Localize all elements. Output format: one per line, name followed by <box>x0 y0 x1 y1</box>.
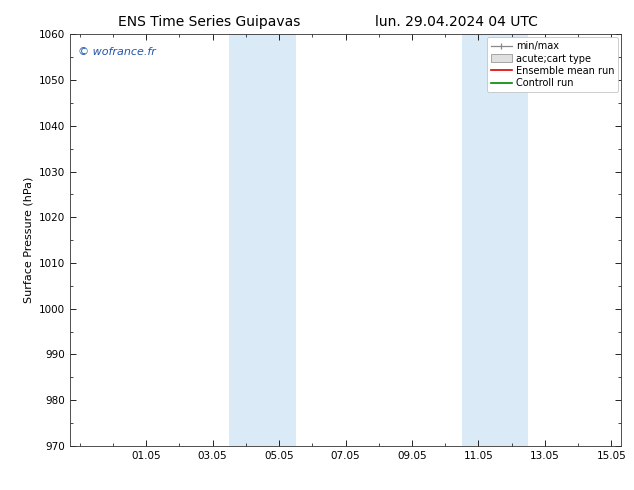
Text: lun. 29.04.2024 04 UTC: lun. 29.04.2024 04 UTC <box>375 15 538 29</box>
Legend: min/max, acute;cart type, Ensemble mean run, Controll run: min/max, acute;cart type, Ensemble mean … <box>487 37 618 92</box>
Bar <box>230 34 295 446</box>
Y-axis label: Surface Pressure (hPa): Surface Pressure (hPa) <box>23 177 33 303</box>
Text: © wofrance.fr: © wofrance.fr <box>78 47 156 57</box>
Bar <box>462 34 528 446</box>
Text: ENS Time Series Guipavas: ENS Time Series Guipavas <box>118 15 301 29</box>
